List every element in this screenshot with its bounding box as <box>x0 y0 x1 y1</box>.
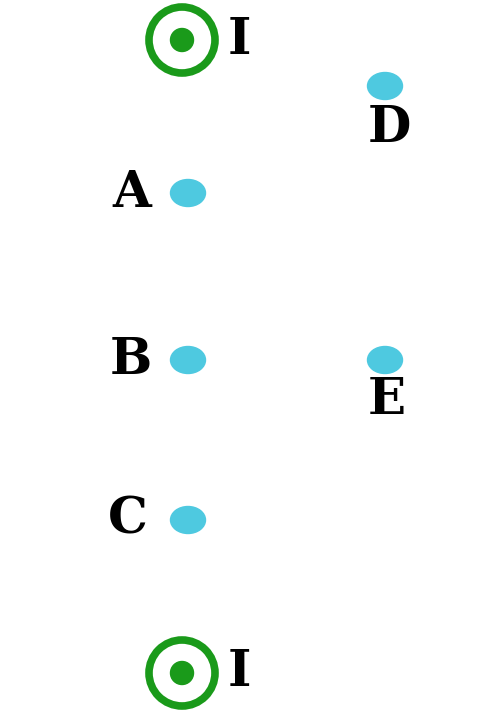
Circle shape <box>170 28 193 52</box>
Text: I: I <box>228 15 252 65</box>
Ellipse shape <box>368 73 402 100</box>
Ellipse shape <box>368 347 402 373</box>
Text: E: E <box>368 376 406 424</box>
Circle shape <box>170 662 193 684</box>
Text: A: A <box>112 168 151 218</box>
Ellipse shape <box>170 347 205 373</box>
Ellipse shape <box>170 507 205 534</box>
Text: B: B <box>110 336 152 384</box>
Text: D: D <box>368 103 411 152</box>
Text: C: C <box>108 496 148 545</box>
Circle shape <box>149 7 215 73</box>
Text: I: I <box>228 649 252 697</box>
Ellipse shape <box>170 180 205 207</box>
Circle shape <box>149 640 215 706</box>
